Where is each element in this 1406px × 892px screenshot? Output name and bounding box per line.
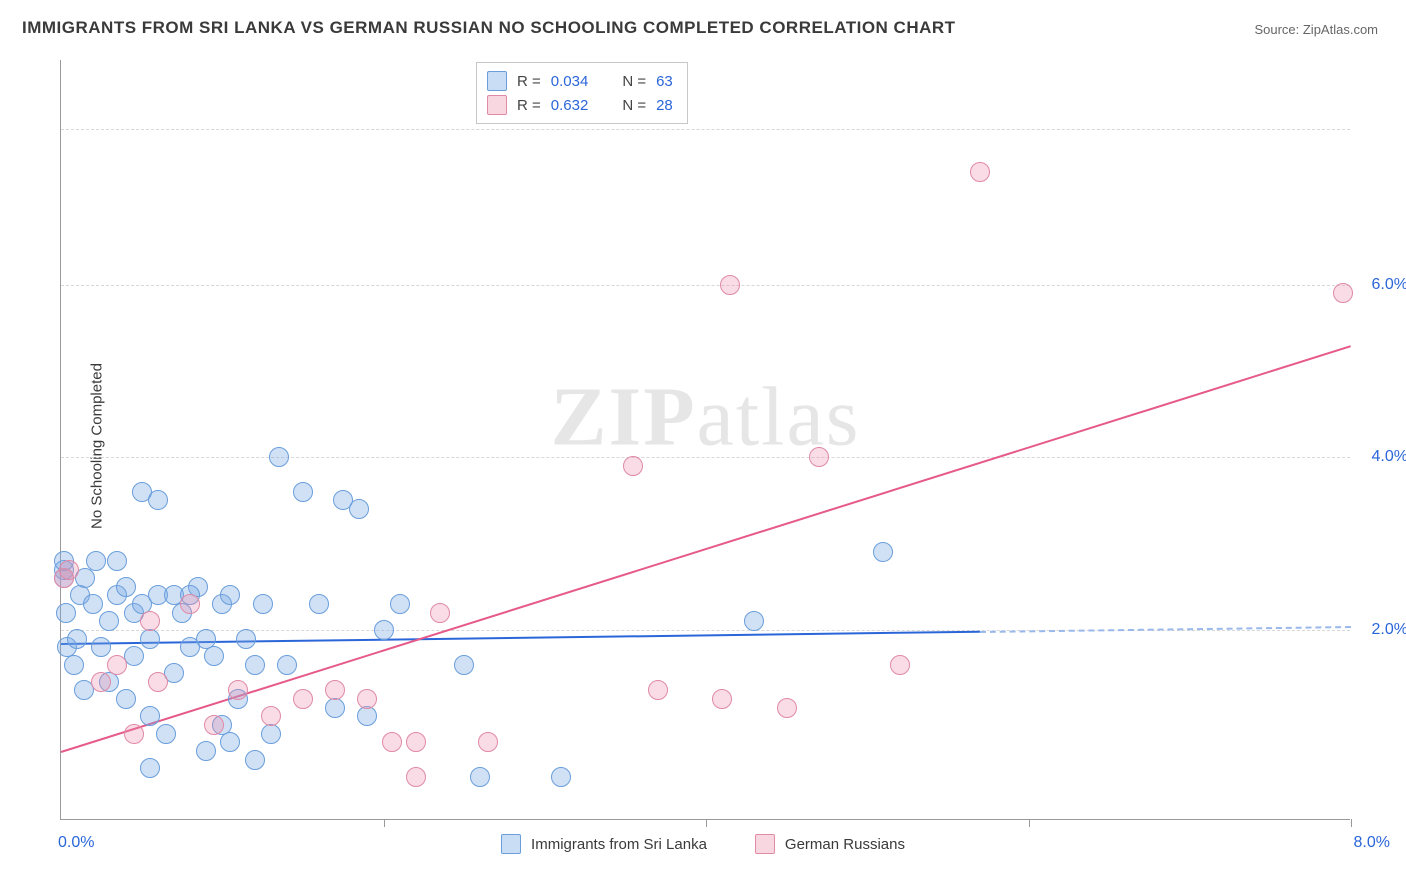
data-point bbox=[357, 689, 377, 709]
scatter-plot: ZIPatlas 2.0%4.0%6.0% bbox=[60, 60, 1350, 820]
data-point bbox=[648, 680, 668, 700]
data-point bbox=[64, 655, 84, 675]
data-point bbox=[180, 594, 200, 614]
data-point bbox=[245, 655, 265, 675]
data-point bbox=[744, 611, 764, 631]
data-point bbox=[220, 585, 240, 605]
legend-swatch bbox=[755, 834, 775, 854]
data-point bbox=[148, 490, 168, 510]
data-point bbox=[406, 767, 426, 787]
y-tick-label: 6.0% bbox=[1372, 276, 1406, 294]
x-axis-end-label: 8.0% bbox=[1354, 834, 1390, 852]
legend-swatch bbox=[487, 95, 507, 115]
x-tick bbox=[706, 819, 707, 827]
x-tick bbox=[384, 819, 385, 827]
data-point bbox=[99, 611, 119, 631]
data-point bbox=[970, 162, 990, 182]
data-point bbox=[253, 594, 273, 614]
data-point bbox=[91, 637, 111, 657]
data-point bbox=[196, 741, 216, 761]
data-point bbox=[382, 732, 402, 752]
data-point bbox=[116, 577, 136, 597]
data-point bbox=[261, 724, 281, 744]
data-point bbox=[140, 758, 160, 778]
trend-line bbox=[61, 345, 1352, 753]
data-point bbox=[293, 689, 313, 709]
data-point bbox=[478, 732, 498, 752]
data-point bbox=[56, 603, 76, 623]
data-point bbox=[67, 629, 87, 649]
data-point bbox=[116, 689, 136, 709]
x-tick bbox=[1029, 819, 1030, 827]
data-point bbox=[83, 594, 103, 614]
legend-swatch bbox=[487, 71, 507, 91]
data-point bbox=[107, 551, 127, 571]
data-point bbox=[309, 594, 329, 614]
data-point bbox=[712, 689, 732, 709]
x-tick bbox=[1351, 819, 1352, 827]
data-point bbox=[809, 447, 829, 467]
data-point bbox=[349, 499, 369, 519]
chart-title: IMMIGRANTS FROM SRI LANKA VS GERMAN RUSS… bbox=[22, 18, 956, 38]
data-point bbox=[890, 655, 910, 675]
data-point bbox=[623, 456, 643, 476]
data-point bbox=[406, 732, 426, 752]
y-tick-label: 2.0% bbox=[1372, 621, 1406, 639]
data-point bbox=[269, 447, 289, 467]
data-point bbox=[470, 767, 490, 787]
data-point bbox=[357, 706, 377, 726]
data-point bbox=[140, 629, 160, 649]
data-point bbox=[777, 698, 797, 718]
data-point bbox=[325, 698, 345, 718]
data-point bbox=[430, 603, 450, 623]
stats-legend: R = 0.034N = 63R = 0.632N = 28 bbox=[476, 62, 688, 124]
data-point bbox=[873, 542, 893, 562]
data-point bbox=[140, 611, 160, 631]
data-point bbox=[325, 680, 345, 700]
data-point bbox=[140, 706, 160, 726]
grid-line bbox=[61, 285, 1350, 286]
grid-line bbox=[61, 457, 1350, 458]
data-point bbox=[86, 551, 106, 571]
data-point bbox=[1333, 283, 1353, 303]
data-point bbox=[245, 750, 265, 770]
data-point bbox=[156, 724, 176, 744]
legend-item: German Russians bbox=[755, 834, 905, 854]
y-tick-label: 4.0% bbox=[1372, 448, 1406, 466]
data-point bbox=[277, 655, 297, 675]
data-point bbox=[551, 767, 571, 787]
legend-swatch bbox=[501, 834, 521, 854]
data-point bbox=[374, 620, 394, 640]
data-point bbox=[220, 732, 240, 752]
data-point bbox=[454, 655, 474, 675]
data-point bbox=[148, 672, 168, 692]
data-point bbox=[204, 646, 224, 666]
data-point bbox=[91, 672, 111, 692]
legend-item: Immigrants from Sri Lanka bbox=[501, 834, 707, 854]
data-point bbox=[261, 706, 281, 726]
data-point bbox=[720, 275, 740, 295]
legend-row: R = 0.034N = 63 bbox=[487, 69, 673, 93]
data-point bbox=[293, 482, 313, 502]
data-point bbox=[124, 724, 144, 744]
source-label: Source: ZipAtlas.com bbox=[1254, 22, 1378, 37]
x-axis-origin-label: 0.0% bbox=[58, 834, 94, 852]
data-point bbox=[59, 560, 79, 580]
data-point bbox=[236, 629, 256, 649]
data-point bbox=[107, 655, 127, 675]
series-legend: Immigrants from Sri Lanka German Russians bbox=[0, 834, 1406, 854]
grid-line bbox=[61, 129, 1350, 130]
data-point bbox=[390, 594, 410, 614]
legend-row: R = 0.632N = 28 bbox=[487, 93, 673, 117]
